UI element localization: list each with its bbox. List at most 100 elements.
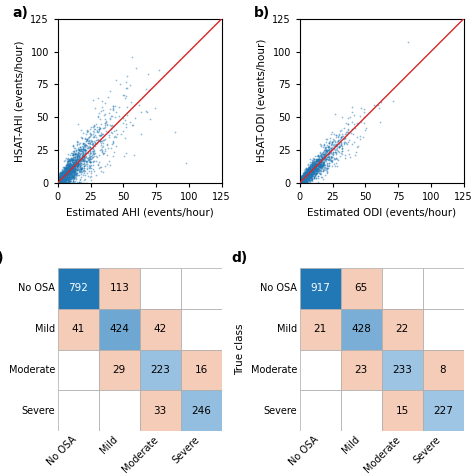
Point (65, 168, 73, 175)
Point (55, 179, 62, 186)
Point (300, 173, 308, 181)
Point (57, 172, 65, 180)
Point (56, 178, 64, 185)
Point (62, 178, 69, 185)
Point (304, 170, 312, 178)
Point (69, 156, 77, 164)
Point (56, 178, 64, 186)
Point (71, 169, 78, 176)
Point (299, 177, 307, 185)
Point (300, 172, 308, 179)
Point (105, 131, 113, 139)
Point (105, 157, 113, 165)
Point (72, 156, 80, 164)
X-axis label: Estimated ODI (events/hour): Estimated ODI (events/hour) (307, 207, 456, 217)
Point (301, 177, 308, 185)
Point (298, 175, 305, 182)
Point (325, 153, 333, 161)
Point (65, 173, 73, 181)
Point (69, 172, 76, 180)
Point (59, 173, 66, 181)
Point (308, 166, 315, 173)
Point (306, 155, 313, 163)
Point (57, 178, 65, 185)
Point (56, 179, 64, 186)
Point (60, 167, 67, 175)
Point (66, 163, 74, 171)
Point (74, 145, 82, 153)
Point (298, 176, 305, 184)
Point (55, 179, 63, 186)
Point (317, 170, 325, 178)
Point (98, 132, 105, 139)
Point (58, 179, 66, 186)
Point (314, 166, 321, 174)
Point (82, 146, 90, 154)
Point (301, 172, 308, 179)
Point (302, 173, 310, 180)
Point (306, 172, 313, 179)
Point (68, 174, 75, 182)
Point (122, 92, 129, 100)
Point (71, 162, 79, 170)
Point (300, 175, 308, 182)
Point (297, 179, 305, 186)
Point (101, 123, 109, 130)
Point (301, 178, 309, 186)
Point (58, 171, 66, 179)
Point (54, 179, 62, 186)
Point (55, 179, 63, 186)
Point (77, 147, 84, 155)
Point (55, 179, 62, 186)
Point (55, 172, 63, 180)
Point (325, 153, 333, 161)
Point (57, 177, 65, 184)
Point (299, 176, 307, 183)
Point (57, 170, 64, 177)
Point (55, 179, 62, 186)
Point (61, 169, 69, 176)
Point (84, 139, 91, 146)
Point (328, 138, 336, 146)
Point (59, 167, 66, 174)
Point (306, 164, 314, 171)
Point (301, 172, 309, 179)
Point (63, 170, 71, 177)
Point (61, 174, 68, 182)
Point (328, 146, 336, 153)
Point (314, 159, 321, 167)
Point (302, 172, 310, 179)
Point (328, 157, 335, 165)
Point (108, 125, 115, 133)
Point (305, 167, 313, 174)
Point (327, 154, 335, 162)
Point (72, 165, 80, 173)
Point (58, 170, 66, 177)
Point (335, 140, 343, 148)
Point (56, 179, 64, 186)
Point (61, 173, 68, 181)
Point (62, 175, 70, 182)
Point (301, 176, 308, 183)
Point (61, 168, 69, 176)
Point (94, 127, 101, 135)
Point (60, 163, 68, 171)
Point (301, 178, 308, 185)
Point (312, 164, 320, 171)
Point (57, 175, 65, 183)
Point (60, 164, 68, 171)
Point (55, 174, 63, 182)
Point (312, 174, 320, 182)
Point (333, 142, 340, 149)
Point (299, 175, 307, 182)
Point (57, 177, 65, 184)
Point (58, 168, 66, 176)
Point (65, 176, 73, 184)
Point (299, 179, 307, 186)
Point (55, 179, 63, 186)
Point (303, 175, 311, 182)
Point (322, 147, 329, 155)
Point (301, 170, 309, 177)
Point (65, 162, 73, 170)
Point (302, 171, 310, 179)
